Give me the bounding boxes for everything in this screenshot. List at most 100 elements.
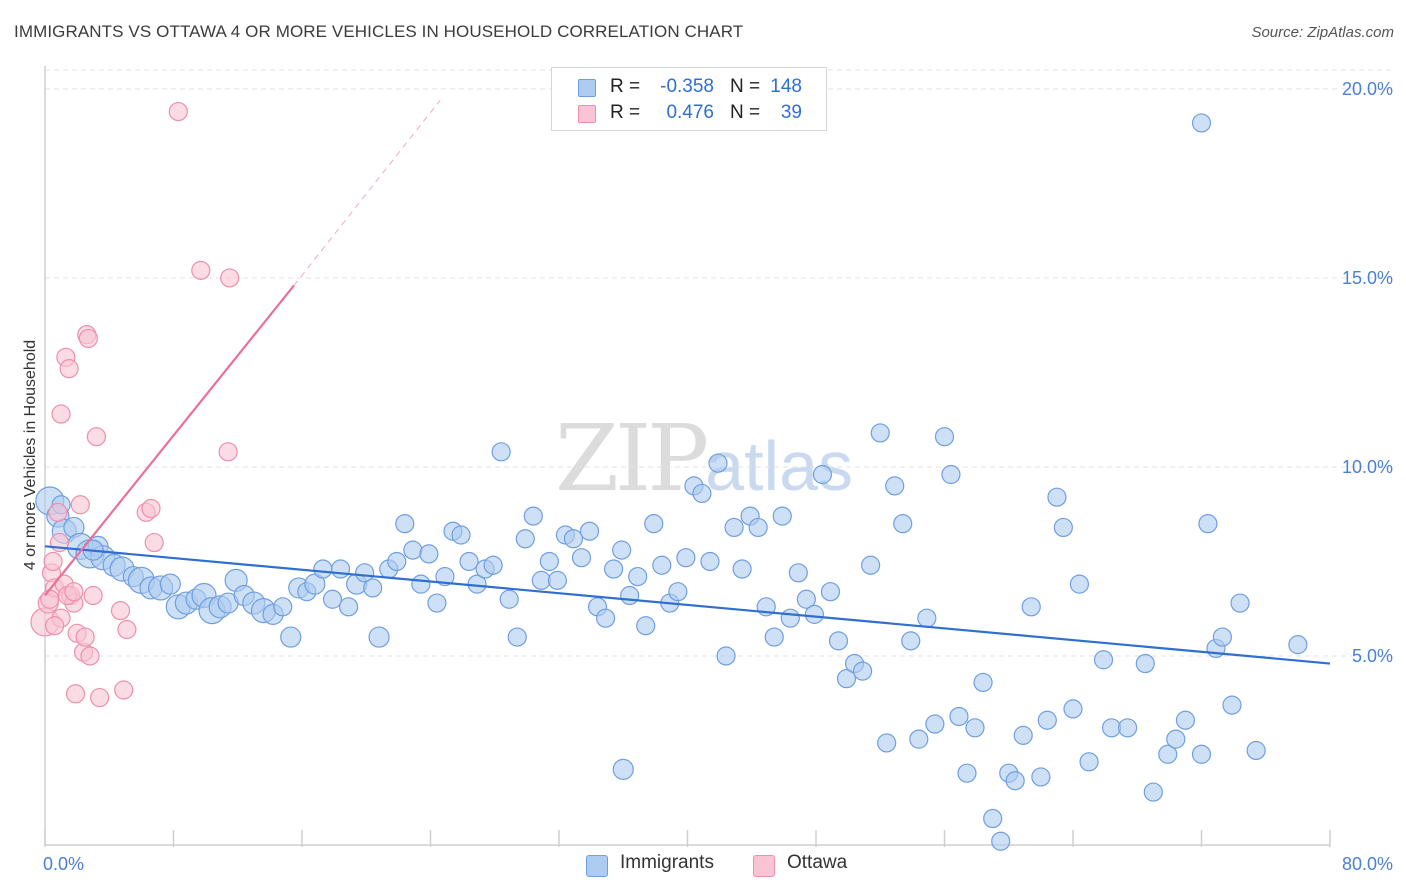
immigrants-point: [571, 548, 592, 568]
ottawa-point: [86, 427, 107, 447]
immigrants-point: [273, 597, 293, 617]
immigrants-point: [1101, 718, 1122, 738]
watermark-atlas: atlas: [705, 427, 854, 505]
immigrants-point: [1021, 597, 1041, 617]
immigrants-point: [620, 585, 640, 606]
legend-n-label: N =: [730, 76, 761, 97]
immigrants-point: [604, 559, 624, 579]
ottawa-point: [117, 619, 137, 640]
immigrants-point: [322, 589, 343, 609]
immigrants-point: [925, 714, 945, 734]
immigrants-point: [983, 808, 1003, 829]
legend-n-value: 148: [770, 76, 802, 97]
x-tick-label: 80.0%: [1342, 854, 1393, 874]
immigrants-point: [949, 706, 969, 727]
legend-swatch-immigrants: [578, 79, 596, 97]
legend-row-ottawa: R = 0.476 N = 39: [552, 101, 826, 127]
immigrants-point: [772, 506, 792, 526]
ottawa-point: [75, 627, 95, 647]
immigrants-point: [547, 570, 567, 590]
immigrants-point: [852, 661, 873, 681]
immigrants-point: [1079, 752, 1099, 772]
immigrants-point: [877, 733, 897, 753]
immigrants-point: [836, 669, 857, 689]
trend-lines: [44, 99, 1331, 665]
immigrants-point: [387, 551, 407, 572]
immigrants-point: [363, 578, 383, 598]
ottawa-point: [90, 687, 110, 708]
immigrants-point: [1212, 627, 1232, 647]
tick-labels: 5.0% 10.0% 15.0% 20.0% 0.0% 80.0%: [43, 79, 1393, 874]
immigrants-point: [991, 831, 1011, 851]
immigrants-point: [1158, 744, 1178, 764]
immigrants-point: [1198, 514, 1218, 534]
immigrants-point: [1118, 718, 1138, 738]
immigrants-point: [941, 464, 961, 485]
source-label: Source: ZipAtlas.com: [1251, 24, 1394, 41]
ottawa-point: [65, 684, 86, 704]
ottawa-point: [48, 502, 68, 522]
immigrants-point: [700, 551, 720, 572]
immigrants-point: [804, 604, 824, 624]
ottawa-trend-extension: [293, 99, 441, 286]
immigrants-point: [159, 573, 181, 595]
immigrants-point: [885, 476, 905, 496]
immigrants-point: [1222, 695, 1242, 715]
ottawa-point: [45, 616, 65, 636]
legend-n-value: 39: [780, 102, 802, 123]
immigrants-point: [395, 514, 415, 534]
immigrants-point: [1175, 710, 1196, 730]
immigrants-point: [595, 608, 616, 628]
immigrants-point: [483, 555, 503, 575]
immigrants-point: [1047, 487, 1067, 507]
immigrants-point: [330, 559, 351, 579]
immigrants-point: [1166, 729, 1186, 749]
legend-r-value: 0.476: [666, 102, 714, 123]
immigrants-point: [644, 514, 664, 534]
ottawa-point: [59, 359, 79, 379]
immigrants-point: [1246, 740, 1266, 761]
immigrants-point: [1005, 771, 1025, 791]
legend-swatch-ottawa: [578, 105, 596, 123]
immigrants-point: [280, 626, 302, 648]
immigrants-point: [828, 631, 849, 651]
ottawa-point: [83, 585, 103, 606]
immigrants-point: [355, 563, 375, 583]
immigrants-point: [612, 540, 632, 560]
x-tick-label: 0.0%: [43, 854, 84, 874]
data-points: [30, 101, 1308, 851]
immigrants-point: [419, 544, 439, 564]
ottawa-point: [110, 601, 131, 621]
ottawa-point: [141, 498, 161, 519]
immigrants-point: [893, 514, 913, 534]
immigrants-point: [451, 525, 471, 545]
immigrants-point: [435, 566, 455, 587]
immigrants-point: [313, 559, 333, 579]
immigrants-point: [764, 627, 784, 647]
immigrants-point: [628, 566, 648, 587]
legend-row-immigrants: R = -0.358 N = 148: [552, 75, 826, 101]
immigrants-point: [1093, 650, 1114, 670]
immigrants-point: [901, 631, 921, 651]
y-tick-label: 5.0%: [1352, 646, 1393, 666]
ottawa-point: [218, 442, 238, 462]
immigrants-point: [796, 589, 816, 609]
legend-r-value: -0.358: [660, 76, 714, 97]
y-axis-label: 4 or more Vehicles in Household: [22, 340, 39, 570]
y-tick-label: 20.0%: [1342, 79, 1393, 99]
immigrants-point: [1135, 653, 1155, 674]
immigrants-point: [427, 593, 447, 613]
immigrants-point: [531, 570, 551, 590]
ottawa-point: [40, 589, 60, 609]
immigrants-point: [523, 506, 543, 526]
immigrants-point: [515, 529, 535, 549]
immigrants-point: [724, 517, 744, 538]
immigrants-point: [1230, 593, 1250, 613]
watermark: ZIPatlas: [555, 405, 853, 512]
ottawa-point: [43, 551, 63, 572]
immigrants-point: [652, 555, 672, 575]
immigrants-point: [1031, 767, 1051, 787]
immigrants-point: [1288, 635, 1308, 655]
immigrants-point: [338, 597, 359, 617]
